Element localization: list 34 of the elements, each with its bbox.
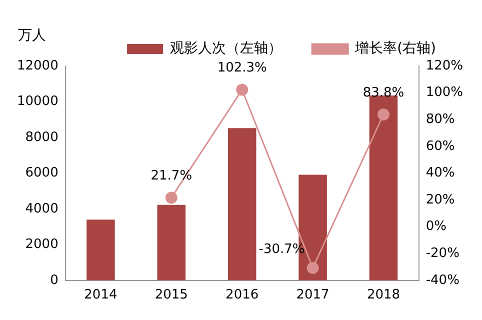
y-tick-label: 6000: [25, 166, 58, 181]
point: [306, 262, 319, 274]
point: [236, 84, 248, 96]
point: [165, 192, 178, 204]
y-tick-label: 4000: [25, 201, 58, 216]
y2-tick-label: 60%: [426, 138, 455, 154]
bar: [228, 128, 256, 280]
bar: [369, 95, 398, 280]
y2-tick-label: 20%: [426, 192, 455, 208]
x-tick-label: 2018: [366, 288, 400, 303]
y2-tick-label: -40%: [426, 272, 460, 288]
y-tick-label: 8000: [25, 130, 58, 145]
y-tick-label: 10000: [16, 94, 58, 110]
x-tick-label: 2015: [154, 288, 188, 303]
y2-tick-label: 100%: [426, 85, 464, 100]
point: [377, 108, 390, 121]
x-tick-label: 2014: [84, 288, 118, 303]
legend-label: 观影人次（左轴）: [170, 40, 282, 57]
legend-label: 增长率(右轴): [354, 40, 436, 57]
x-tick-label: 2016: [226, 288, 259, 303]
data-label: 21.7%: [150, 168, 192, 184]
y2-tick-label: 120%: [426, 58, 464, 74]
y2-tick-label: 40%: [426, 166, 455, 181]
y-tick-label: 2000: [25, 237, 58, 252]
x-tick-label: 2017: [296, 288, 330, 303]
bar: [86, 220, 115, 280]
y-tick-label: 12000: [16, 58, 58, 74]
y2-tick-label: 0%: [426, 219, 446, 234]
bar: [157, 204, 186, 280]
y2-tick-label: 80%: [426, 112, 455, 127]
data-label: 102.3%: [217, 60, 267, 76]
y-tick-label: 0: [50, 272, 58, 288]
y2-tick-label: -20%: [426, 246, 460, 261]
y-axis-title: 万人: [18, 28, 46, 44]
